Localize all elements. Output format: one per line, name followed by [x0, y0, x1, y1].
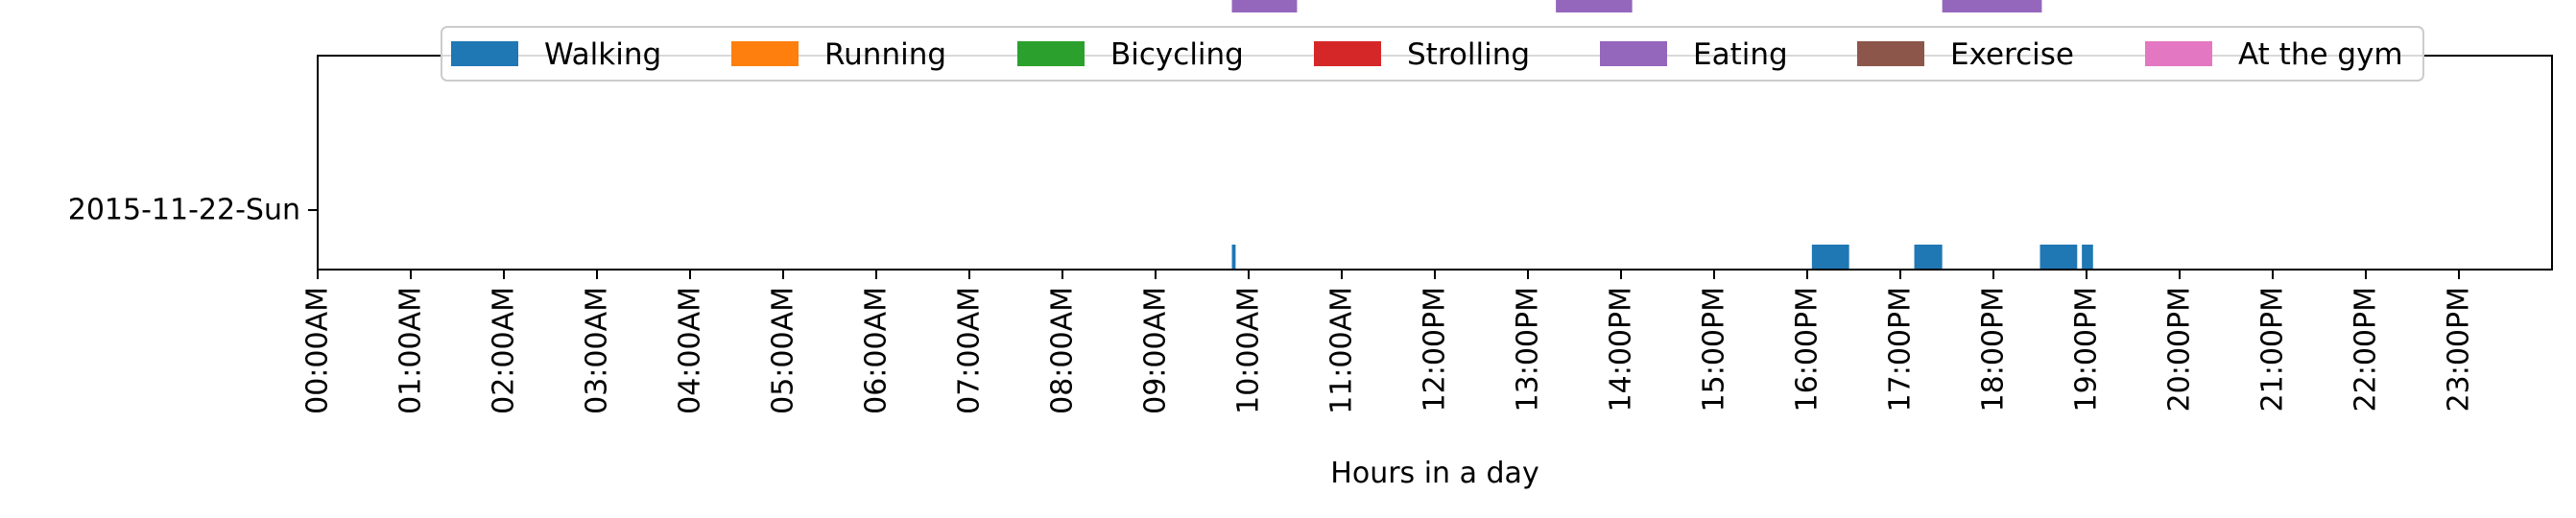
x-tick-label: 20:00PM — [2163, 287, 2197, 412]
x-tick-label: 12:00PM — [1419, 287, 1452, 412]
legend-label-exercise: Exercise — [1950, 37, 2074, 72]
x-axis-label: Hours in a day — [1330, 457, 1538, 490]
x-tick-label: 07:00AM — [953, 287, 987, 414]
bar-walking — [1231, 245, 1236, 270]
x-tick-label: 10:00AM — [1232, 287, 1266, 414]
bar-walking — [2082, 245, 2093, 270]
x-tick-label: 23:00PM — [2443, 287, 2476, 412]
legend-label-walking: Walking — [544, 37, 661, 72]
x-tick-label: 03:00AM — [581, 287, 614, 414]
x-tick-label: 00:00AM — [301, 287, 335, 414]
bar-walking — [1914, 245, 1943, 270]
bar-walking — [1811, 245, 1849, 270]
x-tick-label: 01:00AM — [394, 287, 428, 414]
x-tick-label: 17:00PM — [1884, 287, 1918, 412]
x-tick-label: 09:00AM — [1139, 287, 1173, 414]
x-tick-label: 08:00AM — [1046, 287, 1080, 414]
legend-swatch-strolling — [1314, 41, 1381, 66]
legend-swatch-at-the-gym — [2145, 41, 2212, 66]
legend-label-eating: Eating — [1693, 37, 1788, 72]
legend-label-at-the-gym: At the gym — [2238, 37, 2403, 72]
plot-frame — [317, 55, 2553, 271]
x-tick-label: 04:00AM — [674, 287, 707, 414]
x-tick-label: 15:00PM — [1698, 287, 1731, 412]
bar-eating — [1556, 0, 1633, 12]
legend-swatch-running — [731, 41, 799, 66]
x-tick-label: 21:00PM — [2256, 287, 2290, 412]
x-tick-label: 22:00PM — [2349, 287, 2383, 412]
x-tick-label: 14:00PM — [1605, 287, 1638, 412]
y-axis: 2015-11-22-Sun — [68, 194, 318, 227]
x-tick-label: 16:00PM — [1791, 287, 1825, 412]
legend-swatch-bicycling — [1017, 41, 1085, 66]
bar-walking — [2039, 245, 2078, 270]
x-tick-label: 06:00AM — [860, 287, 894, 414]
y-tick-label: 2015-11-22-Sun — [68, 194, 300, 227]
x-tick-label: 18:00PM — [1977, 287, 2011, 412]
bar-eating — [1942, 0, 2042, 12]
x-tick-label: 13:00PM — [1512, 287, 1545, 412]
activity-bars — [1231, 0, 2093, 270]
legend-label-strolling: Strolling — [1407, 37, 1530, 72]
x-tick-label: 05:00AM — [767, 287, 800, 414]
legend-swatch-eating — [1600, 41, 1667, 66]
legend-label-bicycling: Bicycling — [1110, 37, 1244, 72]
legend-box — [441, 26, 2424, 82]
x-tick-label: 02:00AM — [488, 287, 521, 414]
legend: Walking Running Bicycling Strolling Eating Ex… — [441, 26, 2424, 82]
legend-label-running: Running — [824, 37, 946, 72]
legend-swatch-exercise — [1857, 41, 1924, 66]
x-tick-label: 19:00PM — [2070, 287, 2104, 412]
legend-swatch-walking — [451, 41, 518, 66]
bar-eating — [1231, 0, 1298, 12]
x-tick-label: 11:00AM — [1325, 287, 1359, 414]
x-axis: 00:00AM 01:00AM 02:00AM 03:00AM 04:00AM 05:00… — [301, 270, 2476, 414]
